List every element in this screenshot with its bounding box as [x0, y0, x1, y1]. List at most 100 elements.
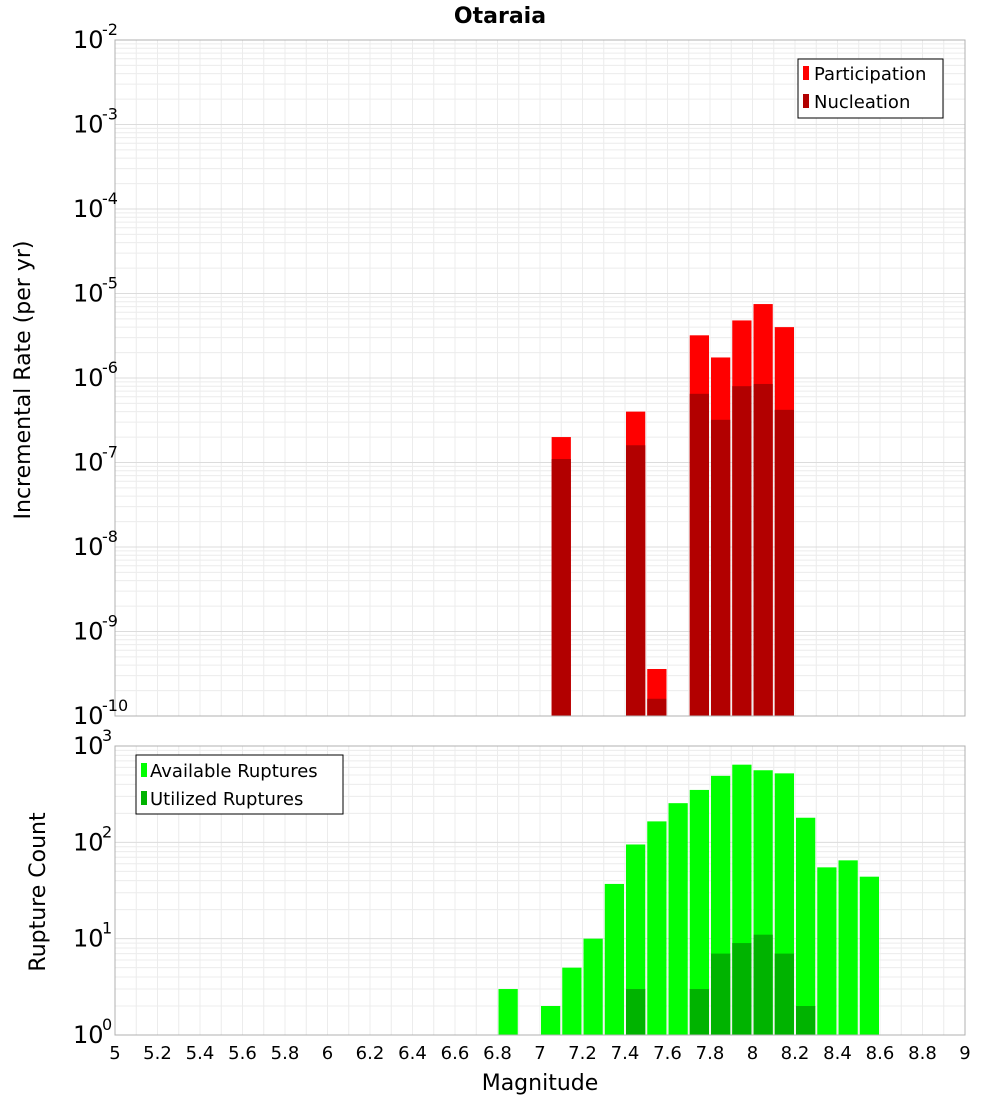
x-tick-label: 8.6 — [866, 1043, 895, 1064]
top-grid — [114, 40, 966, 717]
y-tick-exponent: 0 — [102, 1015, 112, 1034]
y-tick-label: 10 — [73, 1021, 104, 1049]
x-tick-label: 6 — [322, 1043, 333, 1064]
y-tick-exponent: -7 — [102, 443, 118, 462]
bar-available-ruptures — [796, 817, 816, 1035]
y-tick-exponent: -9 — [102, 612, 118, 631]
x-tick-label: 5 — [109, 1043, 120, 1064]
bar-available-ruptures — [689, 789, 709, 1035]
y-tick-label: 10 — [73, 925, 104, 953]
y-tick-label: 10 — [73, 364, 104, 392]
legend-label-available: Available Ruptures — [150, 761, 318, 782]
bar-nucleation — [732, 386, 752, 716]
bar-available-ruptures — [541, 1006, 561, 1035]
y-tick-label: 10 — [73, 702, 104, 730]
bar-nucleation — [647, 698, 667, 716]
x-tick-label: 7.2 — [568, 1043, 597, 1064]
top-panel: 10-210-310-410-510-610-710-810-910-10 In… — [11, 20, 966, 730]
bar-nucleation — [753, 383, 773, 716]
y-tick-exponent: 1 — [102, 919, 112, 938]
y-tick-label: 10 — [73, 195, 104, 223]
legend-label-utilized: Utilized Ruptures — [150, 789, 303, 810]
y-tick-exponent: 3 — [102, 726, 112, 745]
legend-swatch-available — [141, 763, 147, 777]
y-tick-label: 10 — [73, 828, 104, 856]
bar-utilized-ruptures — [732, 943, 752, 1035]
y-tick-label: 10 — [73, 618, 104, 646]
bar-available-ruptures — [604, 883, 624, 1035]
x-tick-label: 6.2 — [356, 1043, 385, 1064]
legend-label-nucleation: Nucleation — [814, 92, 910, 113]
x-tick-label: 9 — [959, 1043, 970, 1064]
x-tick-label: 7 — [534, 1043, 545, 1064]
bar-available-ruptures — [626, 844, 646, 1035]
bar-nucleation — [774, 409, 794, 716]
y-tick-exponent: -6 — [102, 358, 118, 377]
y-tick-exponent: -10 — [102, 696, 128, 715]
bar-available-ruptures — [647, 821, 667, 1035]
legend-swatch-participation — [803, 66, 809, 80]
x-tick-label: 5.6 — [228, 1043, 257, 1064]
bar-available-ruptures — [498, 989, 518, 1035]
bar-utilized-ruptures — [711, 953, 731, 1035]
legend-swatch-utilized — [141, 791, 147, 805]
x-tick-label: 6.4 — [398, 1043, 427, 1064]
bar-available-ruptures — [838, 860, 858, 1035]
y-tick-exponent: 2 — [102, 822, 112, 841]
x-tick-label: 6.6 — [441, 1043, 470, 1064]
top-legend-box — [797, 58, 944, 119]
legend-swatch-nucleation — [803, 94, 809, 108]
top-y-axis-label: Incremental Rate (per yr) — [11, 241, 36, 520]
x-tick-label: 8.4 — [823, 1043, 852, 1064]
x-tick-label: 7.6 — [653, 1043, 682, 1064]
x-tick-label: 5.2 — [143, 1043, 172, 1064]
top-bars — [551, 304, 794, 716]
y-tick-label: 10 — [73, 533, 104, 561]
y-tick-exponent: -5 — [102, 274, 118, 293]
bar-available-ruptures — [817, 867, 837, 1035]
y-tick-exponent: -4 — [102, 189, 118, 208]
y-tick-label: 10 — [73, 732, 104, 760]
bar-nucleation — [551, 459, 571, 716]
bar-nucleation — [711, 419, 731, 716]
bar-utilized-ruptures — [689, 989, 709, 1035]
y-tick-exponent: -8 — [102, 527, 118, 546]
x-tick-label: 5.8 — [271, 1043, 300, 1064]
y-tick-exponent: -3 — [102, 105, 118, 124]
x-axis-label: Magnitude — [482, 1071, 599, 1096]
bar-available-ruptures — [668, 803, 688, 1035]
bar-nucleation — [689, 393, 709, 716]
bottom-bars — [498, 764, 879, 1035]
bar-utilized-ruptures — [626, 989, 646, 1035]
top-legend: Participation Nucleation — [797, 58, 944, 119]
y-tick-exponent: -2 — [102, 20, 118, 39]
bottom-y-axis-label: Rupture Count — [26, 812, 51, 972]
y-tick-label: 10 — [73, 449, 104, 477]
y-tick-label: 10 — [73, 26, 104, 54]
chart-title: Otaraia — [454, 4, 546, 29]
bar-available-ruptures — [562, 967, 582, 1035]
bottom-plot-frame — [114, 745, 966, 1036]
bar-available-ruptures — [859, 876, 879, 1035]
x-tick-label: 8 — [747, 1043, 758, 1064]
x-tick-label: 8.2 — [781, 1043, 810, 1064]
x-tick-label: 5.4 — [186, 1043, 215, 1064]
bar-nucleation — [626, 445, 646, 716]
x-tick-label: 6.8 — [483, 1043, 512, 1064]
top-plot-frame — [114, 39, 966, 717]
bar-utilized-ruptures — [753, 934, 773, 1035]
y-tick-label: 10 — [73, 111, 104, 139]
bottom-legend: Available Ruptures Utilized Ruptures — [135, 754, 344, 815]
bar-utilized-ruptures — [774, 953, 794, 1035]
y-tick-label: 10 — [73, 280, 104, 308]
x-tick-label: 7.8 — [696, 1043, 725, 1064]
top-y-ticks: 10-210-310-410-510-610-710-810-910-10 — [73, 20, 128, 730]
legend-label-participation: Participation — [814, 64, 926, 85]
x-axis-ticks: 5 5.2 5.4 5.6 5.8 6 6.2 6.4 6.6 6.8 7 7.2 7.4 7.6 7.8 8… — [109, 1043, 970, 1064]
bottom-legend-box — [135, 754, 344, 815]
x-tick-label: 7.4 — [611, 1043, 640, 1064]
bar-available-ruptures — [583, 938, 603, 1035]
